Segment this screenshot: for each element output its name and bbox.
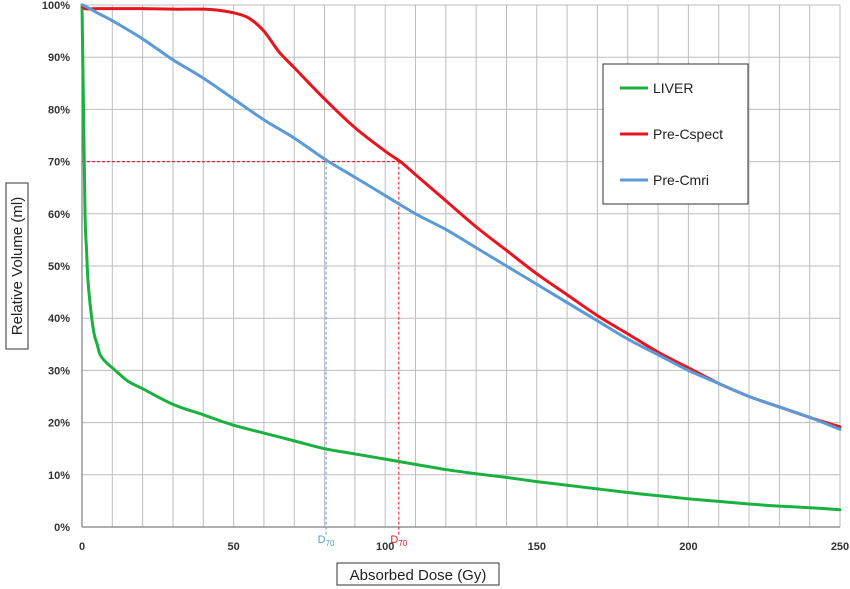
y-tick-label: 50% [48,261,70,273]
y-tick-label: 0% [54,522,70,534]
legend-label-pre-cspect: Pre-Cspect [653,126,723,142]
x-tick-label: 200 [679,541,697,553]
y-axis-title-box [5,182,29,350]
y-axis-title: Relative Volume (ml) [9,197,26,335]
y-tick-label: 80% [48,104,70,116]
y-tick-label: 10% [48,470,70,482]
y-tick-label: 20% [48,418,70,430]
x-axis-title-box [336,562,500,586]
x-tick-label: 150 [528,541,546,553]
d70-annotations: D70 D70 [82,161,408,548]
y-tick-label: 30% [48,365,70,377]
series-lines [80,3,842,512]
x-tick-labels: 0 50 100 150 200 250 [79,541,849,553]
y-tick-labels: 0% 10% 20% 30% 40% 50% 60% 70% 80% 90% 100% [42,0,70,534]
y-tick-label: 70% [48,157,70,169]
series-line-pre-cmri [80,3,842,431]
grid [81,4,841,528]
x-tick-label: 100 [376,541,394,553]
series-line-liver [80,3,842,512]
y-tick-label: 100% [42,0,70,12]
y-tick-label: 60% [48,209,70,221]
series-line-pre-cspect [80,3,842,429]
legend-label-pre-cmri: Pre-Cmri [653,172,709,188]
d70-label: D70 [390,534,407,548]
legend-label-liver: LIVER [653,80,693,96]
x-axis-title: Absorbed Dose (Gy) [350,567,487,584]
y-tick-label: 90% [48,52,70,64]
x-tick-label: 0 [79,541,85,553]
y-axis-title-group: Relative Volume (ml) [5,182,29,350]
x-tick-label: 250 [831,541,849,553]
legend: LIVER Pre-Cspect Pre-Cmri [602,63,749,205]
x-axis-title-group: Absorbed Dose (Gy) [336,562,500,586]
y-tick-label: 40% [48,313,70,325]
d70-label: D70 [318,534,335,548]
x-tick-label: 50 [227,541,239,553]
